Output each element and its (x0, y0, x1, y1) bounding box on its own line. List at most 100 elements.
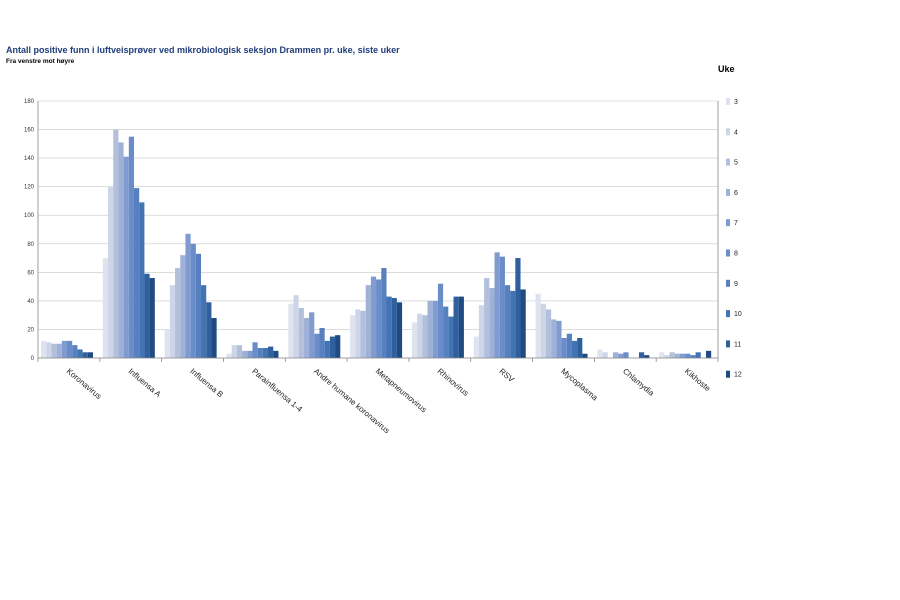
x-axis (37, 101, 719, 362)
category-labels: Koronavirus Influensa A Influensa B Parainf… (65, 367, 713, 436)
category-label: Rhinovirus (436, 367, 471, 398)
bar (350, 315, 356, 358)
bar (520, 289, 526, 358)
bar (695, 352, 701, 358)
category-label: Koronavirus (65, 367, 103, 401)
bar (144, 273, 150, 358)
bars (41, 129, 712, 358)
legend-swatch (726, 370, 730, 378)
bar (268, 346, 274, 358)
bar (324, 340, 330, 358)
bar (262, 348, 269, 358)
legend-swatch (726, 310, 730, 318)
bar (391, 298, 397, 358)
bar (118, 142, 124, 358)
legend-label: 3 (734, 99, 738, 106)
bar (489, 288, 495, 358)
bar (669, 352, 675, 358)
bar (201, 285, 207, 358)
bar (288, 303, 294, 358)
bar (679, 353, 686, 358)
bar (376, 279, 382, 358)
bar (396, 302, 403, 358)
bar (180, 255, 186, 358)
bar (623, 352, 629, 358)
bar (51, 343, 57, 358)
bar (556, 320, 562, 358)
y-tick-label: 120 (24, 185, 35, 191)
bar (242, 350, 248, 358)
bar (510, 290, 516, 358)
legend-label: 5 (734, 160, 738, 167)
bar (303, 318, 310, 358)
y-tick-label: 140 (24, 156, 35, 162)
bar (427, 300, 433, 358)
bar (473, 336, 479, 358)
legend-title: Uke (718, 64, 735, 74)
bar (386, 296, 392, 358)
bar (685, 353, 691, 358)
bar (329, 336, 336, 358)
category-label: Influensa A (127, 367, 164, 400)
bar (123, 156, 129, 358)
bar (545, 309, 552, 358)
bar (612, 352, 619, 358)
bar (551, 319, 557, 358)
bar (638, 352, 645, 358)
bar (309, 312, 315, 358)
bar (195, 253, 202, 358)
bar (571, 340, 578, 358)
legend-label: 12 (734, 372, 742, 379)
bar (355, 309, 361, 358)
bar (365, 285, 371, 358)
legend-swatch (726, 279, 730, 287)
bar (128, 136, 135, 358)
legend-swatch (726, 249, 730, 257)
bar (113, 129, 119, 358)
bar (41, 340, 47, 358)
legend-label: 8 (734, 251, 738, 258)
bar (102, 258, 109, 358)
bar (499, 256, 505, 358)
y-tick-label: 100 (24, 213, 35, 219)
bar (618, 353, 624, 358)
bar (257, 348, 263, 358)
legend-swatch (726, 340, 730, 348)
bar (252, 342, 258, 358)
category-label: Parainfluensa 1-4 (250, 367, 304, 415)
bar (149, 278, 155, 358)
bar (690, 355, 696, 358)
legend-label: 10 (734, 311, 742, 318)
bar (448, 316, 454, 358)
bar (437, 283, 444, 358)
bar (61, 340, 67, 358)
bar (273, 350, 279, 358)
legend-label: 6 (734, 190, 738, 197)
bar (566, 333, 572, 358)
bar (540, 303, 546, 358)
bar (108, 186, 114, 358)
bar (417, 313, 423, 358)
bar (453, 296, 459, 358)
y-axis-ticks: 0 20 40 60 80 100 120 140 160 180 (24, 99, 35, 362)
bar (360, 310, 366, 358)
bar (231, 345, 237, 358)
y-tick-label: 160 (24, 128, 35, 134)
legend: 3 4 5 6 7 8 9 10 11 12 (726, 98, 742, 379)
bar (293, 295, 299, 358)
bar (169, 285, 176, 358)
bar (597, 349, 603, 358)
category-label: Influensa B (188, 367, 224, 400)
bar (422, 315, 428, 358)
bar (134, 188, 140, 358)
bar (478, 305, 485, 358)
bar (535, 293, 541, 358)
legend-swatch (726, 98, 730, 105)
bar (335, 335, 341, 358)
legend-swatch (726, 128, 730, 136)
bar (314, 333, 320, 358)
y-tick-label: 40 (27, 299, 34, 305)
bar (504, 285, 511, 358)
bar (411, 322, 418, 358)
